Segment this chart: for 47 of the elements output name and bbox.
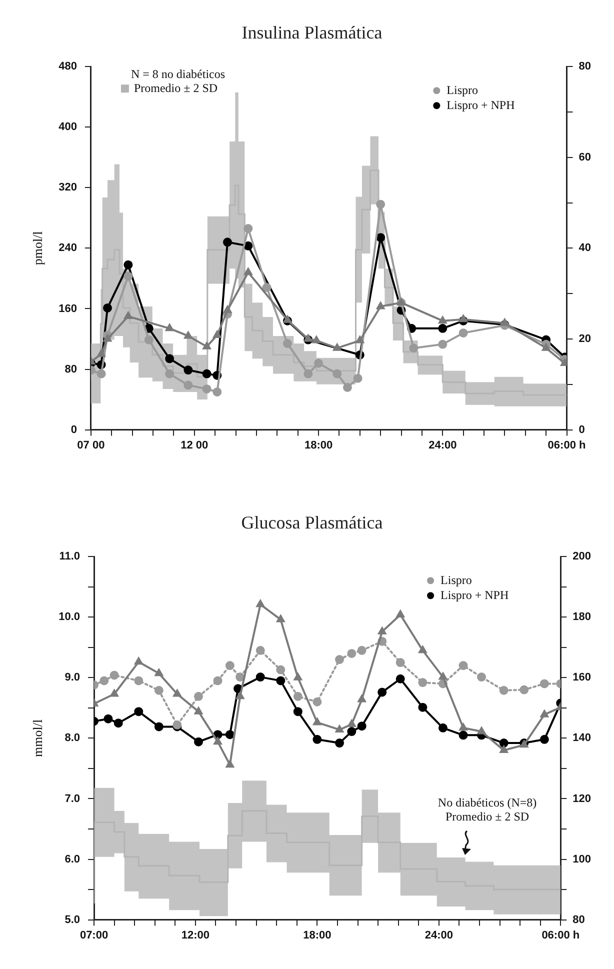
y2-tick-label: 140 (572, 732, 592, 744)
y-tick-label: 80 (64, 363, 77, 376)
x-tick-label: 06:00 h (548, 439, 586, 452)
y2-tick-label: 80 (578, 60, 592, 73)
y-tick-label: 0 (70, 424, 77, 436)
y2-tick-label: 20 (578, 333, 592, 346)
x-tick-label: 18:00 (303, 929, 332, 942)
y-tick-label: 5.0 (64, 914, 80, 926)
y-tick-label: 8.0 (64, 732, 80, 744)
y2-tick-label: 0 (578, 424, 585, 436)
x-tick-label: 18:00 (304, 439, 333, 452)
x-tick-label: 24:00 (428, 439, 457, 452)
y2-tick-label: 80 (572, 914, 585, 926)
y2-tick-label: 160 (572, 672, 592, 684)
y-tick-label: 10.0 (58, 611, 80, 624)
x-tick-label: 07:00 (80, 929, 108, 942)
y-tick-label: 480 (58, 60, 77, 73)
legend-label: Lispro + NPH (440, 588, 509, 602)
x-tick-label: 12:00 (181, 929, 210, 942)
y-tick-label: 11.0 (59, 550, 80, 563)
chart-title: Insulina Plasmática (242, 22, 382, 43)
legend-label: Lispro (440, 572, 472, 587)
legend-label: Lispro (446, 82, 478, 97)
y2-tick-label: 40 (578, 242, 592, 254)
annotation: N = 8 no diabéticos (130, 66, 226, 81)
y-tick-label: 240 (58, 242, 77, 254)
y-tick-label: 400 (58, 121, 77, 134)
legend-label: Lispro + NPH (446, 98, 516, 112)
y-tick-label: 7.0 (64, 792, 80, 805)
annotation: No diabéticos (N=8) Promedio ± 2 SD (438, 796, 537, 824)
y2-tick-label: 200 (572, 550, 592, 563)
x-tick-label: 07 00 (77, 439, 105, 452)
y-tick-label: 160 (58, 302, 77, 315)
y-tick-label: 320 (58, 182, 77, 194)
x-tick-label: 24:00 (424, 929, 453, 942)
x-tick-label: 06:00 h (542, 929, 580, 942)
y2-tick-label: 100 (572, 853, 592, 866)
y2-tick-label: 120 (572, 792, 592, 805)
x-tick-label: 12 00 (180, 439, 208, 452)
chart-title: Glucosa Plasmática (241, 512, 383, 533)
y-axis-title: mmol/l (30, 719, 46, 757)
y-tick-label: 6.0 (64, 853, 80, 866)
y2-tick-label: 180 (572, 611, 592, 624)
y-tick-label: 9.0 (64, 672, 80, 684)
y2-tick-label: 60 (578, 151, 592, 164)
legend-label: Promedio ± 2 SD (134, 80, 218, 95)
y-axis-title: pmol/l (30, 230, 46, 266)
